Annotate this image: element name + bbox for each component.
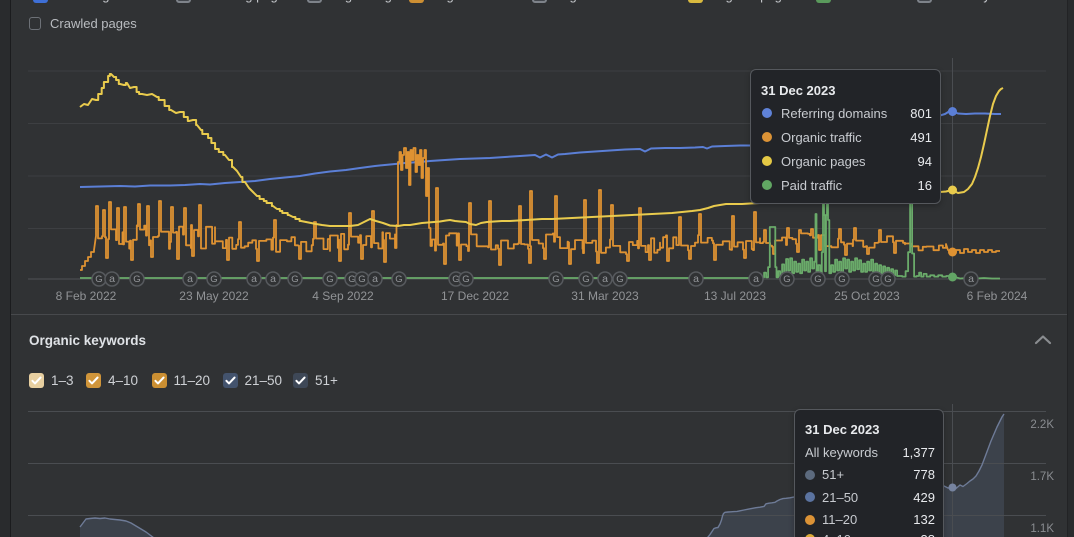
svg-text:a: a	[753, 273, 759, 285]
svg-text:a: a	[693, 273, 699, 285]
svg-text:1.7K: 1.7K	[1030, 471, 1054, 483]
svg-text:a: a	[372, 273, 378, 285]
svg-text:6 Feb 2024: 6 Feb 2024	[967, 289, 1028, 303]
svg-text:G: G	[616, 274, 623, 285]
svg-text:G: G	[814, 274, 821, 285]
svg-text:G: G	[133, 274, 140, 285]
svg-text:G: G	[326, 274, 333, 285]
svg-text:25 Oct 2023: 25 Oct 2023	[834, 289, 900, 303]
svg-text:a: a	[251, 273, 257, 285]
svg-text:G: G	[838, 274, 845, 285]
svg-text:G: G	[582, 274, 589, 285]
svg-text:31 Mar 2023: 31 Mar 2023	[571, 289, 639, 303]
svg-text:G: G	[783, 274, 790, 285]
svg-text:G: G	[291, 274, 298, 285]
svg-text:4 Sep 2022: 4 Sep 2022	[312, 289, 374, 303]
svg-text:G: G	[872, 274, 879, 285]
svg-text:a: a	[109, 273, 115, 285]
svg-text:G: G	[348, 274, 355, 285]
svg-text:2.2K: 2.2K	[1030, 419, 1054, 431]
svg-text:G: G	[552, 274, 559, 285]
svg-text:G: G	[358, 274, 365, 285]
svg-text:a: a	[968, 273, 974, 285]
svg-text:23 May 2022: 23 May 2022	[179, 289, 249, 303]
svg-text:a: a	[187, 273, 193, 285]
svg-text:G: G	[884, 274, 891, 285]
svg-text:G: G	[462, 274, 469, 285]
svg-text:a: a	[602, 273, 608, 285]
svg-text:G: G	[452, 274, 459, 285]
svg-text:G: G	[95, 274, 102, 285]
svg-text:G: G	[210, 274, 217, 285]
svg-text:a: a	[270, 273, 276, 285]
svg-text:13 Jul 2023: 13 Jul 2023	[704, 289, 766, 303]
svg-text:8 Feb 2022: 8 Feb 2022	[56, 289, 117, 303]
svg-text:17 Dec 2022: 17 Dec 2022	[441, 289, 509, 303]
svg-text:1.1K: 1.1K	[1030, 523, 1054, 535]
svg-text:G: G	[395, 274, 402, 285]
